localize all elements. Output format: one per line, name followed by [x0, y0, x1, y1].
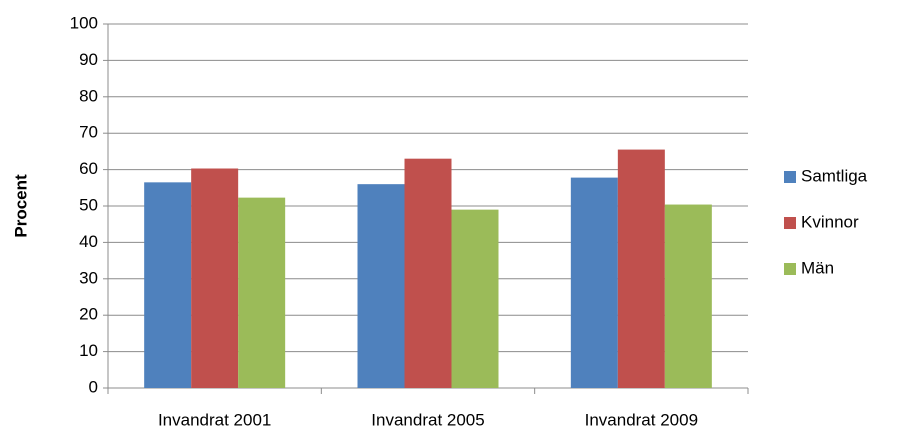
y-tick-label: 70 — [79, 123, 98, 142]
y-tick-label: 40 — [79, 232, 98, 251]
bar — [238, 197, 286, 388]
bar — [451, 209, 499, 388]
y-tick-label: 60 — [79, 159, 98, 178]
bar — [617, 149, 665, 388]
bar — [357, 184, 405, 388]
bar — [570, 177, 618, 388]
y-tick-label: 100 — [70, 13, 98, 32]
y-tick-label: 80 — [79, 86, 98, 105]
legend-label: Män — [801, 258, 834, 277]
y-tick-label: 50 — [79, 195, 98, 214]
x-tick-label: Invandrat 2001 — [158, 410, 271, 429]
legend-swatch — [784, 171, 796, 183]
legend-swatch — [784, 263, 796, 275]
legend-label: Kvinnor — [801, 212, 859, 231]
bar — [144, 182, 192, 388]
bar — [404, 158, 452, 388]
bar — [191, 168, 239, 388]
y-tick-label: 90 — [79, 50, 98, 69]
y-tick-label: 0 — [89, 377, 98, 396]
x-tick-label: Invandrat 2009 — [585, 410, 698, 429]
y-tick-label: 20 — [79, 305, 98, 324]
legend-label: Samtliga — [801, 166, 868, 185]
legend-swatch — [784, 217, 796, 229]
y-tick-label: 30 — [79, 268, 98, 287]
bar — [664, 204, 712, 388]
y-tick-label: 10 — [79, 341, 98, 360]
y-axis-label: Procent — [11, 174, 30, 238]
x-tick-label: Invandrat 2005 — [371, 410, 484, 429]
